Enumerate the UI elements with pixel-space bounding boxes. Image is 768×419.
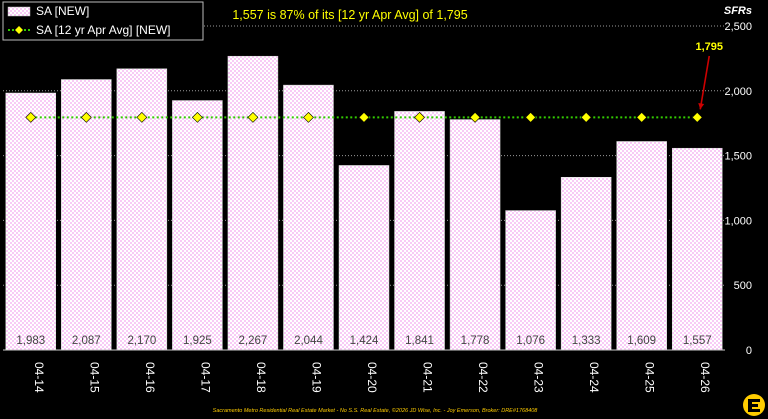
x-tick-label: 04-22 xyxy=(476,362,490,393)
y-tick-label: 500 xyxy=(734,280,752,292)
legend-label-bars: SA [NEW] xyxy=(36,4,89,18)
x-tick-label: 04-21 xyxy=(421,362,435,393)
average-marker xyxy=(525,111,537,123)
average-marker xyxy=(136,111,148,123)
bar-series xyxy=(5,55,723,351)
y-tick-label: 1,500 xyxy=(724,151,752,163)
bar xyxy=(449,119,501,351)
bar-value-label: 1,983 xyxy=(16,335,45,347)
bar-value-label: 2,087 xyxy=(72,335,101,347)
average-marker xyxy=(580,111,592,123)
bar-value-labels: 1,983 2,087 2,170 1,925 2,267 2,044 1,424 1,841… xyxy=(16,335,711,347)
average-marker xyxy=(691,111,703,123)
annotation-arrowhead xyxy=(698,102,705,110)
x-tick-label: 04-23 xyxy=(532,362,546,393)
x-tick-label: 04-15 xyxy=(87,362,101,393)
bar-value-label: 1,841 xyxy=(405,335,434,347)
bar xyxy=(227,55,279,351)
legend-swatch-marker xyxy=(15,26,23,34)
x-tick-label: 04-26 xyxy=(698,362,712,393)
x-tick-label: 04-19 xyxy=(309,362,323,393)
bar xyxy=(61,79,112,351)
bar-value-label: 1,925 xyxy=(183,335,212,347)
bar-value-label: 1,609 xyxy=(627,335,656,347)
average-marker xyxy=(80,111,92,123)
legend: SA [NEW] SA [12 yr Apr Avg] [NEW] xyxy=(2,1,204,41)
average-marker xyxy=(247,111,259,123)
average-marker xyxy=(636,111,648,123)
y-tick-label: 2,000 xyxy=(724,86,752,98)
bar-value-label: 2,267 xyxy=(239,335,268,347)
legend-swatch-bars xyxy=(7,6,31,17)
bar xyxy=(671,147,723,351)
chart-title: 1,557 is 87% of its [12 yr Apr Avg] of 1… xyxy=(232,8,467,22)
bar-value-label: 1,333 xyxy=(572,335,601,347)
bar xyxy=(616,141,667,351)
average-marker xyxy=(303,111,314,123)
bar xyxy=(172,100,223,351)
bar-value-label: 1,557 xyxy=(683,335,712,347)
x-axis: 04-14 04-15 04-16 04-17 04-18 04-19 04-20 04-21… xyxy=(32,362,712,393)
bar xyxy=(5,92,57,351)
bar xyxy=(283,84,334,351)
y-tick-label: 0 xyxy=(746,345,752,357)
bar-value-label: 1,076 xyxy=(516,335,545,347)
bar-value-label: 1,778 xyxy=(461,335,490,347)
average-marker xyxy=(469,111,481,123)
annotation: 1,795 xyxy=(695,41,723,110)
x-tick-label: 04-20 xyxy=(365,362,379,393)
y-tick-label: 2,500 xyxy=(724,21,752,33)
bar-value-label: 2,044 xyxy=(294,335,323,347)
annotation-arrow xyxy=(699,55,711,110)
average-marker xyxy=(414,111,425,123)
logo-mark xyxy=(748,399,760,412)
bar xyxy=(394,111,445,351)
x-tick-label: 04-14 xyxy=(32,362,46,393)
x-tick-label: 04-24 xyxy=(587,362,601,393)
logo xyxy=(743,394,765,416)
legend-box xyxy=(2,1,204,41)
x-tick-label: 04-18 xyxy=(254,362,268,393)
average-marker xyxy=(25,111,37,123)
bar-value-label: 1,424 xyxy=(350,335,379,347)
average-marker xyxy=(358,111,370,123)
bar xyxy=(505,210,556,351)
legend-label-line: SA [12 yr Apr Avg] [NEW] xyxy=(36,23,171,37)
x-tick-label: 04-17 xyxy=(198,362,212,393)
average-marker xyxy=(191,111,203,123)
annotation-label: 1,795 xyxy=(695,41,723,53)
bar xyxy=(338,165,390,351)
bar xyxy=(560,176,612,351)
footer-credit: Sacramento Metro Residential Real Estate… xyxy=(213,407,539,414)
average-line-series xyxy=(25,111,703,123)
x-tick-label: 04-16 xyxy=(143,362,157,393)
bar xyxy=(116,68,168,351)
x-tick-label: 04-25 xyxy=(643,362,657,393)
y-tick-label: 1,000 xyxy=(724,215,752,227)
y-axis-title: SFRs xyxy=(724,5,752,17)
bar-value-label: 2,170 xyxy=(127,335,156,347)
y-axis: 0 500 1,000 1,500 2,000 2,500 xyxy=(3,21,752,357)
